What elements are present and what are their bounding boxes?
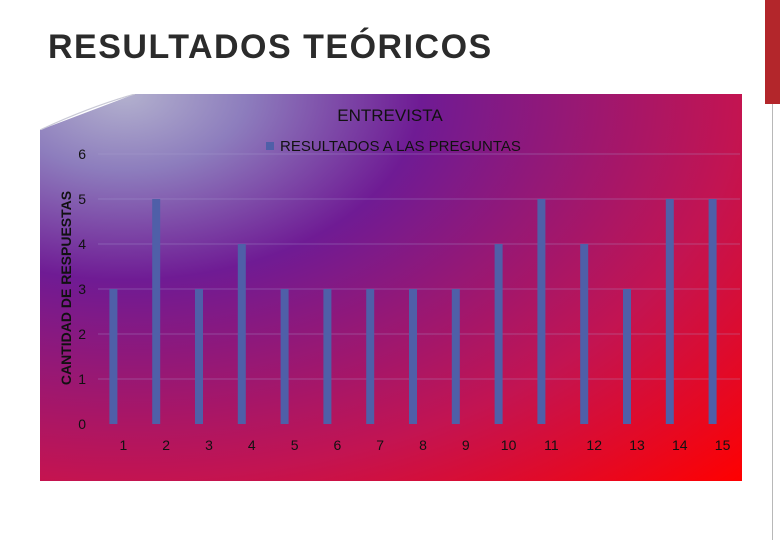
bar	[665, 199, 674, 424]
bar	[323, 289, 332, 424]
legend-swatch	[266, 142, 274, 150]
divider-line	[772, 104, 773, 540]
bar	[409, 289, 417, 424]
bar	[195, 289, 203, 424]
bar	[623, 289, 631, 424]
x-tick-label: 1	[120, 437, 128, 453]
y-tick-label: 3	[78, 281, 86, 297]
slide-title: RESULTADOS TEÓRICOS	[48, 28, 493, 66]
y-axis-label: CANTIDAD DE RESPUESTAS	[58, 191, 74, 385]
y-tick-label: 0	[78, 416, 86, 432]
page-curl	[40, 94, 135, 130]
x-tick-label: 4	[248, 437, 256, 453]
x-tick-label: 2	[162, 437, 170, 453]
x-tick-label: 5	[291, 437, 299, 453]
accent-bar	[765, 0, 780, 104]
x-tick-label: 3	[205, 437, 213, 453]
y-tick-label: 1	[78, 371, 86, 387]
y-tick-label: 6	[78, 146, 86, 162]
y-tick-label: 2	[78, 326, 86, 342]
x-tick-label: 7	[376, 437, 384, 453]
x-tick-label: 14	[672, 437, 688, 453]
bar	[537, 199, 546, 424]
y-tick-label: 5	[78, 191, 86, 207]
x-tick-label: 9	[462, 437, 470, 453]
bar	[494, 244, 503, 424]
x-tick-label: 8	[419, 437, 427, 453]
x-tick-label: 11	[544, 437, 559, 453]
bar	[708, 199, 717, 424]
y-tick-label: 4	[78, 236, 86, 252]
x-tick-label: 10	[501, 437, 517, 453]
bar	[152, 199, 161, 424]
x-tick-label: 6	[334, 437, 342, 453]
x-tick-label: 13	[629, 437, 645, 453]
bar	[580, 244, 589, 424]
bar	[109, 289, 118, 424]
bar	[451, 289, 460, 424]
x-tick-label: 12	[586, 437, 602, 453]
legend-label: RESULTADOS A LAS PREGUNTAS	[280, 138, 521, 155]
bar	[280, 289, 289, 424]
chart-title: ENTREVISTA	[337, 106, 443, 125]
bar	[237, 244, 246, 424]
x-tick-label: 15	[715, 437, 731, 453]
bar	[366, 289, 375, 424]
